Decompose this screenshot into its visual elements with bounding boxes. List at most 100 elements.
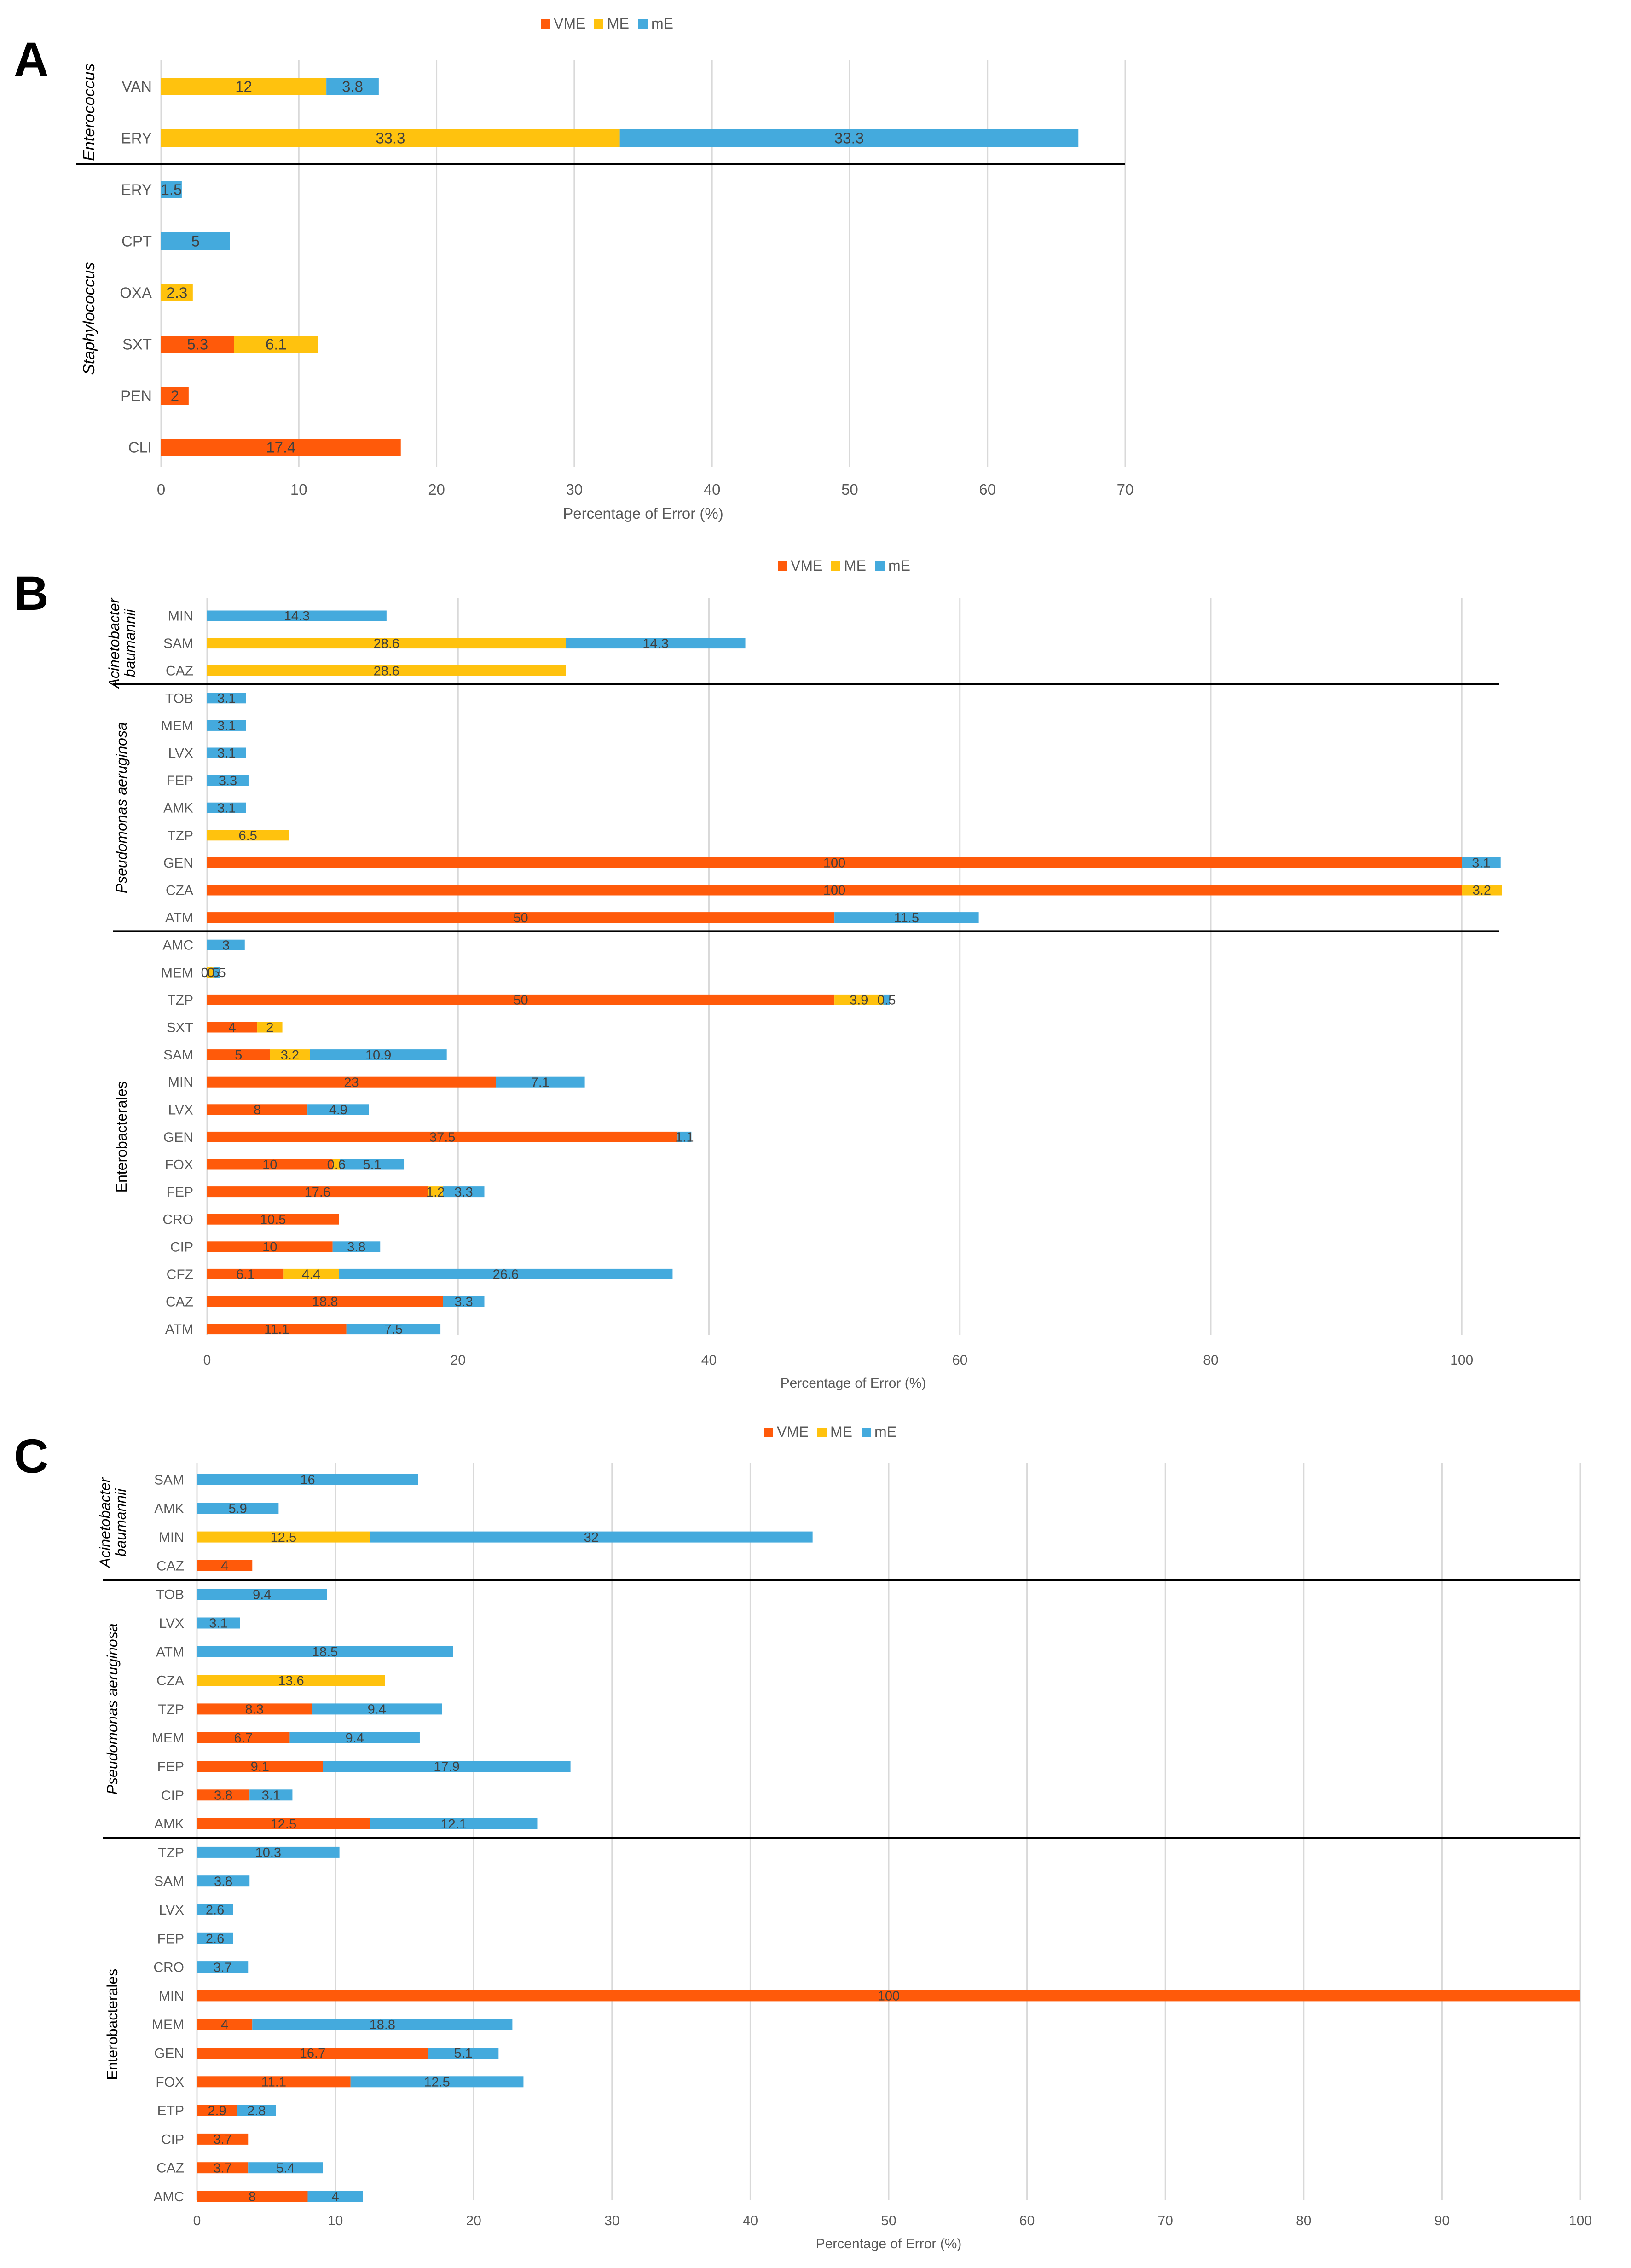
category-label: MEM xyxy=(161,965,193,980)
group-title-line: Enterobacterales xyxy=(104,1969,121,2080)
value-label-me: 3.2 xyxy=(281,1048,299,1063)
value-label-me: 1.2 xyxy=(426,1185,445,1200)
bar-me xyxy=(677,1131,692,1142)
bar-me xyxy=(207,665,566,676)
value-label-me: 5.9 xyxy=(229,1501,247,1516)
bar-vme xyxy=(161,439,401,456)
bar-me xyxy=(370,1818,538,1829)
group-title: Pseudomonas aeruginosa xyxy=(113,722,130,893)
value-label-me: 3 xyxy=(222,938,230,953)
category-label: TZP xyxy=(158,1845,184,1860)
bar-me xyxy=(834,912,979,923)
category-label: CIP xyxy=(161,2132,184,2147)
bar-vme xyxy=(207,1131,678,1142)
x-tick-label: 0 xyxy=(193,2213,201,2228)
category-label: CAZ xyxy=(156,1558,184,1574)
bar-me xyxy=(332,1241,381,1252)
bar-vme xyxy=(207,912,835,923)
x-tick-label: 100 xyxy=(1569,2213,1592,2228)
panel-a-gridlines xyxy=(160,60,1126,467)
value-label-me: 4.9 xyxy=(329,1103,347,1117)
category-label: CAZ xyxy=(156,2161,184,2176)
value-label-vme: 12.5 xyxy=(271,1817,296,1832)
bar-me xyxy=(323,1761,571,1772)
category-label: CRO xyxy=(153,1960,184,1975)
bar-vme xyxy=(207,1186,428,1198)
panel-c-group-pseudomonas-aeruginosa: TOB 9.4 LVX 3.1 ATM 18.5 CZA 13.6 TZP 8.3 9.4 MEM 6.… xyxy=(103,1587,1580,1839)
x-tick-label: 40 xyxy=(704,481,721,498)
bar-vme xyxy=(197,1789,250,1801)
group-title-line: Staphylococcus xyxy=(80,262,98,375)
bar-me xyxy=(213,967,220,978)
value-label-vme: 23 xyxy=(344,1075,359,1090)
bar-me xyxy=(1462,885,1502,896)
panel-b-gridlines xyxy=(206,598,1463,1335)
bar-vme xyxy=(207,1159,333,1170)
bar-vme xyxy=(197,1732,290,1743)
panel-a-group-enterococcus: VAN 12 3.8 ERY 33.3 33.3 Enterococcus xyxy=(76,64,1125,165)
value-label-vme: 37.5 xyxy=(429,1130,455,1145)
value-label-me: 3.9 xyxy=(850,993,868,1008)
bar-me xyxy=(161,181,182,198)
bar-me xyxy=(566,638,746,649)
panel-b-x-axis-label: Percentage of Error (%) xyxy=(781,1376,926,1391)
value-label-me: 5 xyxy=(191,233,200,250)
bar-vme xyxy=(207,1022,258,1033)
legend-swatch-vme xyxy=(778,561,787,571)
value-label-me: 10.3 xyxy=(255,1846,281,1860)
bar-me xyxy=(270,1049,310,1060)
category-label: CAZ xyxy=(166,1295,193,1310)
category-label: CIP xyxy=(170,1239,193,1255)
category-label: AMK xyxy=(154,1817,184,1832)
bar-me xyxy=(197,1904,233,1915)
category-label: GEN xyxy=(163,1130,193,1145)
bar-me xyxy=(207,775,249,786)
value-label-me: 7.1 xyxy=(531,1075,549,1090)
group-title: Enterococcus xyxy=(80,64,98,161)
legend-swatch-me xyxy=(875,561,885,571)
bar-vme xyxy=(161,387,189,405)
category-label: MEM xyxy=(152,1730,184,1746)
value-label-me: 3.8 xyxy=(347,1240,365,1255)
bar-me xyxy=(326,78,379,95)
legend-label-me: mE xyxy=(888,557,910,574)
value-label-me: 5.1 xyxy=(363,1157,381,1172)
value-label-me: 14.3 xyxy=(642,636,668,651)
panel-c-letter: C xyxy=(14,1429,49,1483)
category-label: SAM xyxy=(154,1473,184,1488)
category-label: TOB xyxy=(165,691,193,706)
x-tick-label: 40 xyxy=(701,1353,717,1368)
bar-me xyxy=(207,720,246,731)
bar-vme xyxy=(207,1104,308,1115)
panel-a-letter: A xyxy=(14,33,49,87)
bar-vme xyxy=(207,1214,339,1225)
bar-me xyxy=(312,1703,442,1715)
value-label-me: 14.3 xyxy=(284,609,310,624)
bar-me xyxy=(197,1617,240,1629)
legend-label-me: ME xyxy=(607,15,629,32)
category-label: CZA xyxy=(156,1673,184,1689)
value-label-me: 16 xyxy=(300,1473,315,1487)
category-label: FOX xyxy=(165,1157,193,1173)
x-tick-label: 40 xyxy=(743,2213,758,2228)
bar-me xyxy=(207,967,214,978)
bar-vme xyxy=(207,994,835,1005)
value-label-me: 0.6 xyxy=(327,1157,346,1172)
bar-me xyxy=(207,939,245,950)
x-tick-label: 80 xyxy=(1296,2213,1311,2228)
bar-me xyxy=(249,1789,293,1801)
bar-vme xyxy=(197,1990,1580,2002)
category-label: GEN xyxy=(154,2046,184,2061)
x-tick-label: 30 xyxy=(566,481,583,498)
value-label-vme: 5.3 xyxy=(187,336,208,353)
group-title-line: Acinetobacter xyxy=(106,597,122,689)
legend-swatch-vme xyxy=(764,1428,773,1437)
value-label-me: 3.1 xyxy=(217,691,236,706)
value-label-me: 0.5 xyxy=(201,966,220,980)
bar-vme xyxy=(207,1296,443,1307)
category-label: CZA xyxy=(166,883,193,898)
category-label: SAM xyxy=(163,636,193,651)
value-label-vme: 2.9 xyxy=(208,2104,226,2118)
bar-me xyxy=(207,747,246,758)
